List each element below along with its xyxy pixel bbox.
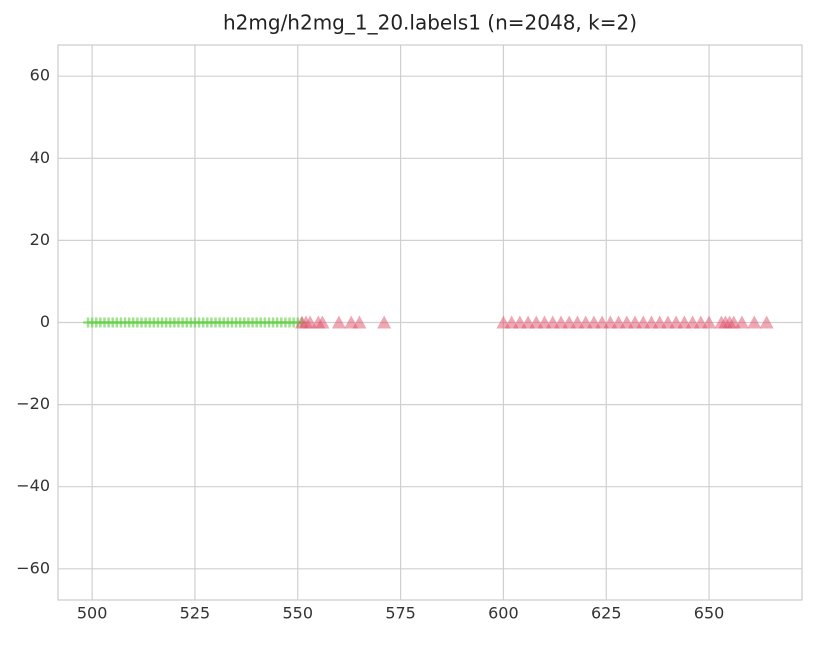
plot-frame	[57, 44, 803, 601]
x-tick-label: 625	[591, 604, 622, 623]
x-tick-label: 550	[283, 604, 314, 623]
point	[315, 315, 330, 329]
point	[377, 315, 392, 329]
point	[352, 315, 367, 329]
x-tick-label: 525	[180, 604, 211, 623]
y-tick-label: −20	[16, 394, 50, 413]
x-tick-label: 575	[385, 604, 416, 623]
x-tick-label: 500	[77, 604, 108, 623]
chart-title: h2mg/h2mg_1_20.labels1 (n=2048, k=2)	[223, 11, 637, 35]
x-tick-label: 600	[488, 604, 519, 623]
y-tick-label: −60	[16, 558, 50, 577]
point	[759, 315, 774, 329]
point	[734, 315, 749, 329]
y-tick-label: 0	[40, 312, 50, 331]
y-tick-label: 40	[30, 148, 50, 167]
point	[702, 315, 717, 329]
y-tick-label: 20	[30, 230, 50, 249]
point	[747, 315, 762, 329]
y-tick-label: 60	[30, 66, 50, 85]
y-tick-label: −40	[16, 476, 50, 495]
x-tick-label: 650	[694, 604, 725, 623]
point	[331, 315, 346, 329]
